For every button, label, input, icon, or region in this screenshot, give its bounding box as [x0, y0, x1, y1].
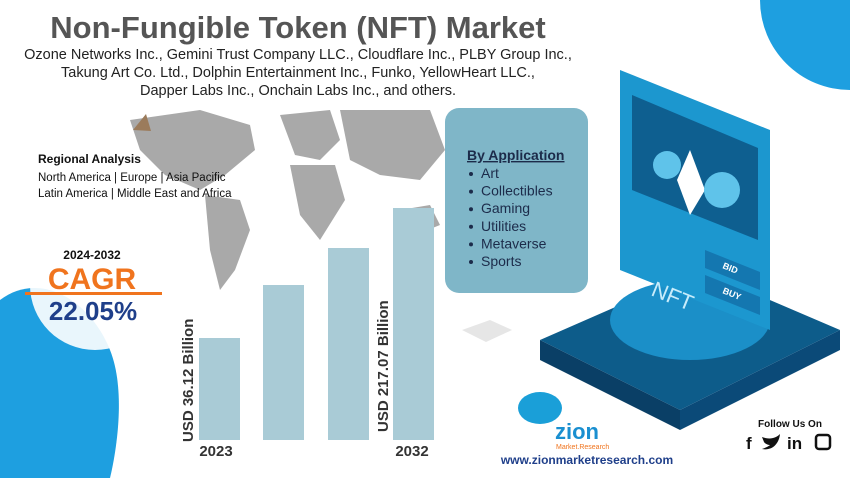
bullet	[469, 172, 473, 176]
start-value: USD 36.12 Billion	[180, 319, 197, 442]
companies: Takung Art Co. Ltd., Dolphin Entertainme…	[61, 65, 535, 81]
cagr-label: CAGR	[48, 263, 137, 296]
deco-tile	[462, 320, 512, 342]
buy-button	[705, 275, 760, 315]
nft-circle	[704, 172, 740, 208]
cagr-circle	[30, 220, 160, 350]
cagr-period: 2024-2032	[63, 248, 121, 262]
facebook-icon[interactable]: f	[746, 434, 752, 453]
twitter-icon[interactable]	[762, 434, 780, 450]
nft-diamond	[677, 150, 705, 215]
application-item: Utilities	[481, 218, 526, 234]
companies: Ozone Networks Inc., Gemini Trust Compan…	[24, 47, 572, 63]
nft-base-side	[540, 340, 680, 430]
bullet	[469, 189, 473, 194]
application-item: Metaverse	[481, 235, 547, 251]
end-year: 2032	[395, 443, 428, 460]
linkedin-icon[interactable]: in	[787, 434, 802, 453]
social-title: Follow Us On	[758, 419, 822, 430]
logo-icon	[518, 392, 562, 424]
application-item: Collectibles	[481, 183, 553, 199]
end-value: USD 217.07 Billion	[375, 300, 392, 432]
application-title: By Application	[467, 147, 565, 163]
application-item: Gaming	[481, 200, 530, 216]
bullet	[469, 260, 473, 264]
nft-circle	[653, 151, 681, 179]
bullet	[469, 242, 473, 247]
logo-name: zion	[555, 419, 599, 444]
title: Non-Fungible Token (NFT) Market	[50, 10, 545, 45]
regional-title: Regional Analysis	[38, 152, 141, 166]
bullet	[469, 224, 473, 229]
bid-button	[705, 250, 760, 290]
instagram-icon[interactable]	[814, 433, 832, 451]
application-item: Art	[481, 165, 499, 181]
growth-bars	[199, 208, 434, 440]
regional-line: North America | Europe | Asia Pacific	[38, 172, 226, 184]
start-year: 2023	[199, 443, 232, 460]
application-item: Sports	[481, 253, 521, 269]
nft-base-side	[680, 330, 840, 430]
logo-tagline: Market.Research	[556, 444, 609, 451]
bullet	[469, 207, 473, 212]
map-marker	[133, 114, 151, 131]
website[interactable]: www.zionmarketresearch.com	[500, 453, 673, 467]
application-box	[445, 108, 588, 293]
cagr-underline	[25, 292, 162, 295]
cagr-value: 22.05%	[49, 296, 137, 326]
corner-circle	[760, 0, 850, 90]
companies: Dapper Labs Inc., Onchain Labs Inc., and…	[140, 83, 456, 99]
regional-line: Latin America | Middle East and Africa	[38, 188, 232, 200]
